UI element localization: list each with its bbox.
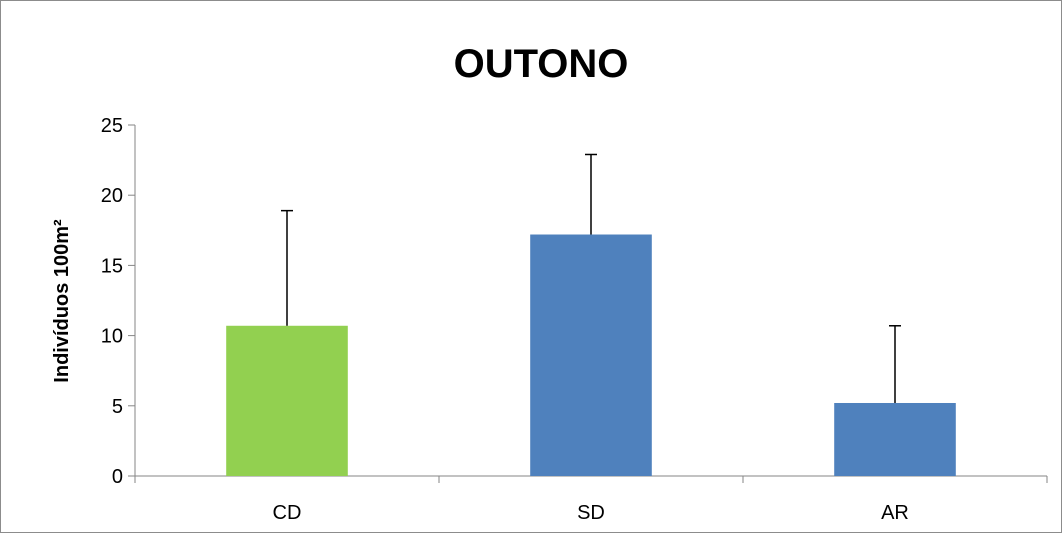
error-bars (281, 153, 901, 403)
y-tick-label: 25 (101, 115, 123, 137)
chart-title: OUTONO (454, 42, 629, 86)
y-axis-label: Indivíduos 100m² (51, 219, 73, 383)
x-axis: CD SD AR (134, 475, 1048, 524)
y-tick-label: 15 (101, 255, 123, 277)
x-category-label: SD (577, 502, 605, 524)
y-tick-label: 10 (101, 326, 123, 348)
bar-ar (834, 402, 956, 476)
y-tick-label: 5 (112, 396, 123, 418)
x-category-label: AR (881, 502, 909, 524)
x-category-label: CD (273, 502, 302, 524)
y-axis: 0 5 10 15 20 25 (101, 115, 136, 488)
bar-sd (530, 234, 652, 476)
bar-cd (226, 325, 348, 476)
bars (226, 234, 956, 476)
y-tick-label: 0 (112, 466, 123, 488)
y-tick-label: 20 (101, 185, 123, 207)
